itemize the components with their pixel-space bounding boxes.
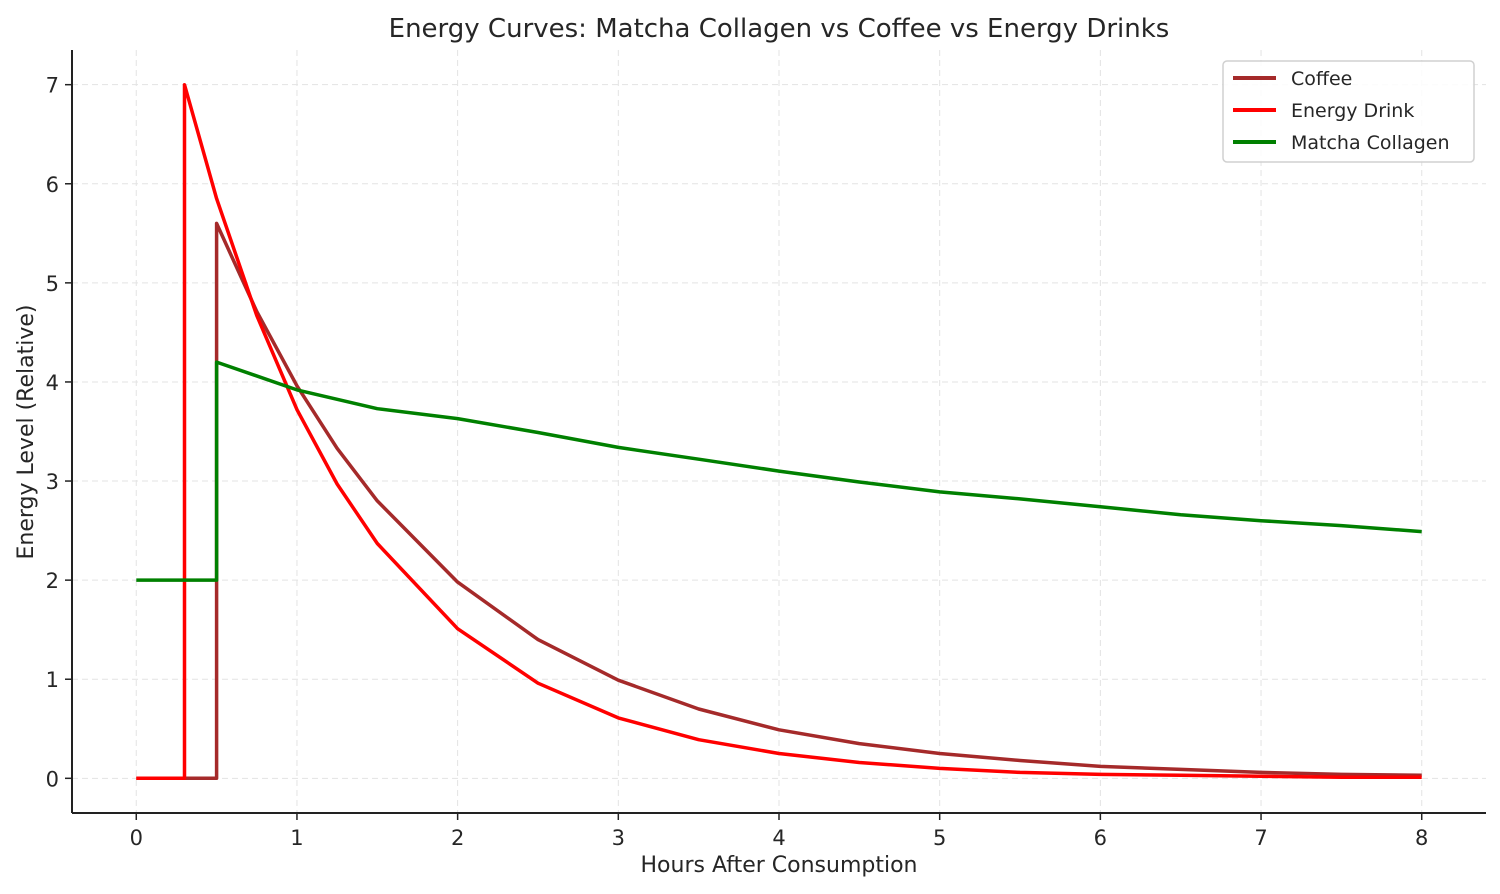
y-tick-label: 1 [46, 668, 59, 692]
x-axis-label: Hours After Consumption [641, 853, 918, 878]
axis-ticks: 0 1 2 3 4 5 6 7 8 0 1 2 3 4 5 6 7 [46, 74, 1429, 850]
grid [72, 50, 1486, 813]
y-tick-label: 7 [46, 74, 59, 98]
y-axis-label: Energy Level (Relative) [14, 305, 39, 560]
legend-label-energy-drink: Energy Drink [1291, 100, 1414, 122]
x-tick-label: 5 [933, 826, 946, 850]
y-tick-label: 6 [46, 173, 59, 197]
x-tick-label: 1 [290, 826, 303, 850]
y-tick-label: 5 [46, 272, 59, 296]
legend-item-energy-drink: Energy Drink [1233, 100, 1414, 122]
x-tick-label: 8 [1415, 826, 1428, 850]
y-tick-label: 0 [46, 767, 59, 791]
x-tick-label: 3 [612, 826, 625, 850]
series-line-coffee [136, 221, 1422, 781]
legend: Coffee Energy Drink Matcha Collagen [1222, 60, 1475, 163]
chart-title: Energy Curves: Matcha Collagen vs Coffee… [389, 14, 1170, 44]
series-line-energy-drink [136, 82, 1422, 781]
legend-item-matcha-collagen: Matcha Collagen [1233, 132, 1450, 154]
legend-item-coffee: Coffee [1233, 68, 1352, 90]
y-tick-label: 4 [46, 371, 59, 395]
y-tick-label: 2 [46, 569, 59, 593]
x-tick-label: 6 [1094, 826, 1107, 850]
legend-label-matcha-collagen: Matcha Collagen [1291, 132, 1450, 154]
x-tick-label: 2 [451, 826, 464, 850]
legend-box [1222, 60, 1475, 163]
x-tick-label: 0 [130, 826, 143, 850]
legend-label-coffee: Coffee [1291, 68, 1352, 90]
series-line-matcha-collagen [136, 360, 1422, 582]
x-tick-label: 7 [1254, 826, 1267, 850]
x-tick-label: 4 [772, 826, 785, 850]
plot-area [136, 82, 1422, 781]
y-tick-label: 3 [46, 470, 59, 494]
